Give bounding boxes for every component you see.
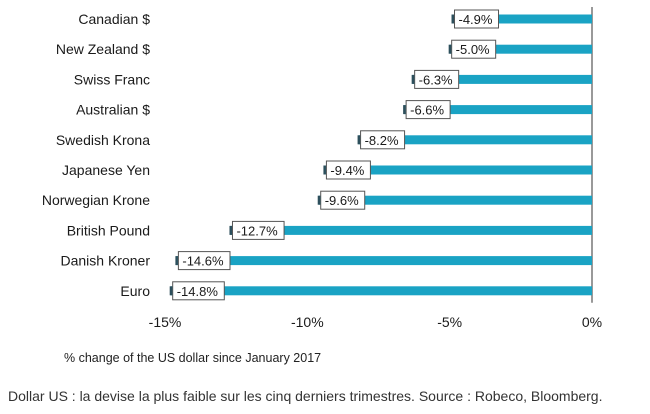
data-label-box-danish-kroner — [177, 251, 231, 271]
data-label-canadian: -4.9% — [459, 12, 493, 27]
category-label-canadian: Canadian $ — [78, 11, 150, 27]
data-label-box-new-zealand — [451, 39, 497, 59]
data-label-euro: -14.8% — [177, 284, 219, 299]
bar-end-new-zealand — [448, 44, 452, 54]
data-label-box-norwegian-krone — [320, 190, 366, 210]
data-label-box-swedish-krona — [360, 130, 406, 150]
category-label-australian: Australian $ — [76, 102, 150, 118]
bar-canadian — [452, 14, 592, 24]
data-label-new-zealand: -5.0% — [456, 42, 490, 57]
bar-end-euro — [169, 286, 173, 296]
bar-british-pound — [230, 225, 592, 235]
category-label-swedish-krona: Swedish Krona — [56, 132, 150, 148]
x-tick-label: -15% — [149, 314, 182, 330]
axis-note: % change of the US dollar since January … — [64, 351, 322, 365]
bar-end-swedish-krona — [357, 135, 361, 145]
bar-japanese-yen — [324, 165, 592, 175]
data-label-japanese-yen: -9.4% — [330, 163, 364, 178]
x-tick-label: -5% — [437, 314, 462, 330]
bar-end-australian — [403, 105, 406, 115]
bar-end-danish-kroner — [175, 256, 178, 266]
category-label-new-zealand: New Zealand $ — [56, 41, 150, 57]
data-label-norwegian-krone: -9.6% — [325, 193, 359, 208]
bar-end-norwegian-krone — [317, 195, 321, 205]
bar-danish-kroner — [176, 256, 593, 266]
data-label-swedish-krona: -8.2% — [365, 133, 399, 148]
data-label-box-british-pound — [231, 220, 285, 240]
bar-end-swiss-franc — [411, 74, 415, 84]
category-label-british-pound: British Pound — [67, 222, 150, 238]
bar-australian — [404, 105, 592, 115]
data-label-british-pound: -12.7% — [236, 223, 278, 238]
category-label-danish-kroner: Danish Kroner — [61, 253, 151, 269]
figure-caption: Dollar US : la devise la plus faible sur… — [8, 388, 603, 404]
category-label-euro: Euro — [120, 283, 150, 299]
bar-norwegian-krone — [318, 195, 592, 205]
data-label-box-japanese-yen — [325, 160, 371, 180]
data-label-box-australian — [405, 100, 451, 120]
data-label-australian: -6.6% — [410, 103, 444, 118]
bar-chart: Canadian $ -4.9% New Zealand $ -5.0% Swiss F… — [42, 7, 602, 330]
bar-end-british-pound — [229, 225, 232, 235]
x-tick-label: -10% — [291, 314, 324, 330]
bar-swedish-krona — [358, 135, 592, 145]
data-label-danish-kroner: -14.6% — [182, 254, 224, 269]
category-label-swiss-franc: Swiss Franc — [74, 71, 150, 87]
data-label-box-canadian — [454, 9, 500, 29]
bar-end-canadian — [451, 14, 455, 24]
bar-euro — [170, 286, 592, 296]
bar-swiss-franc — [412, 74, 592, 84]
data-label-swiss-franc: -6.3% — [419, 72, 453, 87]
bar-end-japanese-yen — [323, 165, 326, 175]
x-tick-label: 0% — [582, 314, 602, 330]
data-label-box-swiss-franc — [414, 69, 460, 89]
category-label-japanese-yen: Japanese Yen — [62, 162, 150, 178]
bar-new-zealand — [449, 44, 592, 54]
category-label-norwegian-krone: Norwegian Krone — [42, 192, 150, 208]
data-label-box-euro — [172, 281, 225, 301]
